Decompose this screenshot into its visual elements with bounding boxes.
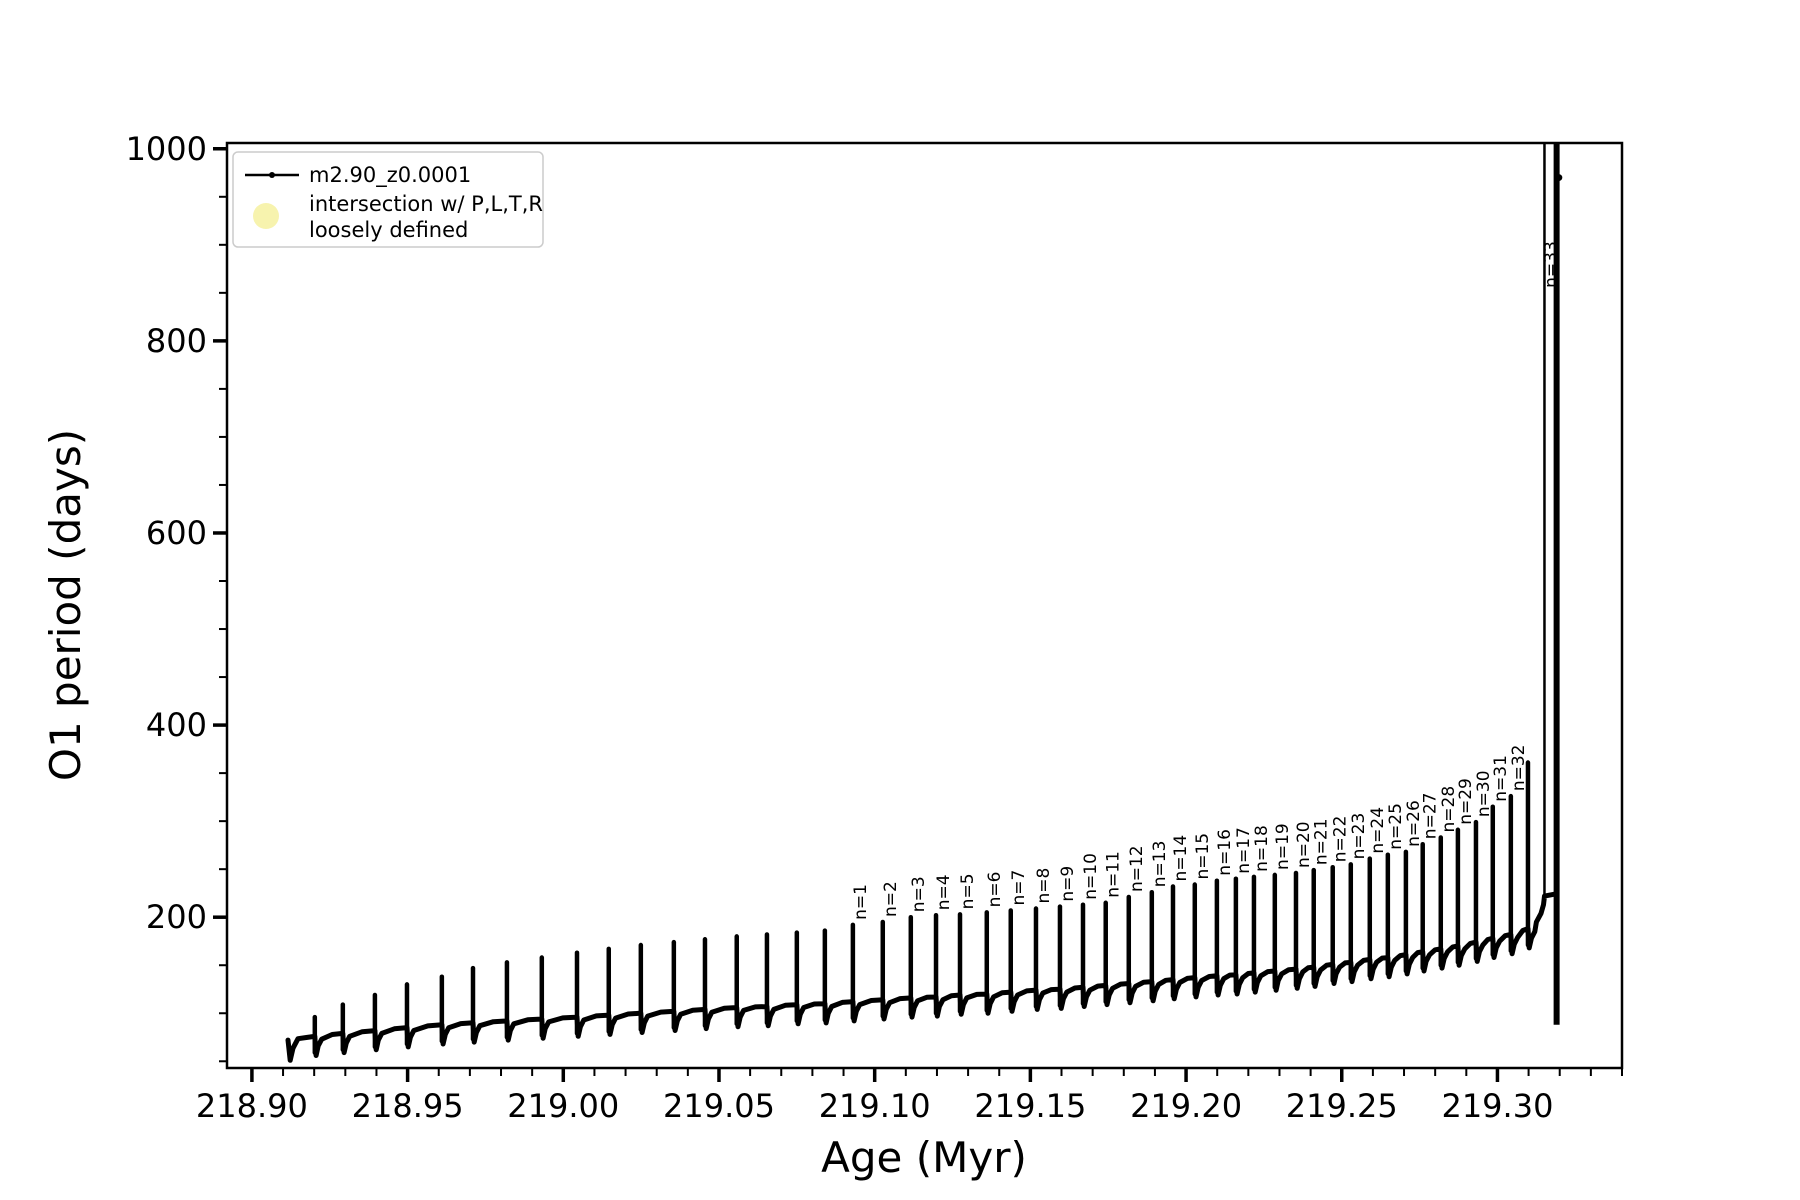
plot-frame xyxy=(225,141,1624,1070)
x-tick-label: 219.15 xyxy=(974,1087,1086,1125)
spike-annotation: n=13 xyxy=(1150,841,1170,888)
spike-annotation: n=24 xyxy=(1368,807,1388,854)
spike-annotation: n=17 xyxy=(1234,827,1254,874)
spike-annotation: n=22 xyxy=(1331,816,1351,863)
y-tick-label: 200 xyxy=(146,898,207,936)
x-tick-label: 218.90 xyxy=(196,1087,308,1125)
spike-annotation: n=30 xyxy=(1474,770,1494,817)
spike-annotation: n=23 xyxy=(1349,813,1369,860)
x-axis-label: Age (Myr) xyxy=(821,1133,1027,1182)
spike-annotation: n=5 xyxy=(958,873,978,909)
spike-annotation: n=9 xyxy=(1058,866,1078,902)
legend-intersection-marker-icon xyxy=(253,203,279,229)
spike-annotation: n=7 xyxy=(1009,870,1029,906)
spike-annotation: n=1 xyxy=(851,884,871,920)
spike-annotation: n=16 xyxy=(1215,829,1235,876)
spike-annotations-group: n=1 n=2 n=3 n=4 n=5 n=6 n=7 n=8 n=9 n=10 n=11 n=12 n… xyxy=(851,241,1562,920)
spike-annotation: n=11 xyxy=(1104,851,1124,898)
spike-annotation: n=2 xyxy=(881,881,901,917)
legend-line-marker-icon xyxy=(269,172,275,178)
series-baseline-path xyxy=(285,891,1558,1063)
spike-annotation: n=31 xyxy=(1491,755,1511,802)
legend-entry-intersection-label-line2: loosely defined xyxy=(309,218,468,242)
y-tick-label: 600 xyxy=(146,514,207,552)
final-data-point xyxy=(1555,174,1563,182)
spike-annotation: n=27 xyxy=(1421,793,1441,840)
spike-annotation: n=14 xyxy=(1171,835,1191,882)
spike-annotation: n=25 xyxy=(1386,803,1406,850)
x-tick-label: 219.30 xyxy=(1441,1087,1553,1125)
legend-entry-intersection-label-line1: intersection w/ P,L,T,R xyxy=(309,192,543,216)
spike-annotation: n=33 xyxy=(1541,241,1561,288)
spike-annotation: n=4 xyxy=(934,874,954,910)
axes-ticks-group: 218.90 218.95 219.00 219.05 219.10 219.15 219.… xyxy=(126,130,1623,1125)
spike-annotation: n=21 xyxy=(1312,818,1332,865)
y-tick-label: 400 xyxy=(146,706,207,744)
spike-annotation: n=20 xyxy=(1294,821,1314,868)
y-axis-label: O1 period (days) xyxy=(41,429,90,781)
x-tick-label: 219.25 xyxy=(1286,1087,1398,1125)
legend-entry-series-label: m2.90_z0.0001 xyxy=(309,163,471,188)
spike-annotation: n=6 xyxy=(985,872,1005,908)
legend-box xyxy=(232,151,544,248)
x-tick-label: 219.00 xyxy=(507,1087,619,1125)
y-tick-label: 800 xyxy=(146,322,207,360)
spike-annotation: n=15 xyxy=(1193,833,1213,880)
x-tick-label: 219.20 xyxy=(1130,1087,1242,1125)
x-tick-label: 218.95 xyxy=(352,1087,464,1125)
spike-annotation: n=19 xyxy=(1273,823,1293,870)
y-tick-label: 1000 xyxy=(126,130,207,168)
spike-annotation: n=18 xyxy=(1252,825,1272,872)
legend: m2.90_z0.0001 intersection w/ P,L,T,R lo… xyxy=(232,151,544,248)
spike-annotation: n=26 xyxy=(1404,800,1424,847)
spike-annotation: n=8 xyxy=(1034,868,1054,904)
spike-annotation: n=3 xyxy=(909,876,929,912)
spike-annotation: n=32 xyxy=(1509,745,1529,792)
spike-annotation: n=29 xyxy=(1456,778,1476,825)
spike-annotation: n=12 xyxy=(1127,845,1147,892)
series-curve-group xyxy=(285,143,1563,1063)
spike-annotation: n=10 xyxy=(1081,853,1101,900)
spike-annotation: n=28 xyxy=(1439,786,1459,833)
x-tick-label: 219.10 xyxy=(819,1087,931,1125)
plot-background xyxy=(227,143,1622,1068)
x-tick-label: 219.05 xyxy=(663,1087,775,1125)
